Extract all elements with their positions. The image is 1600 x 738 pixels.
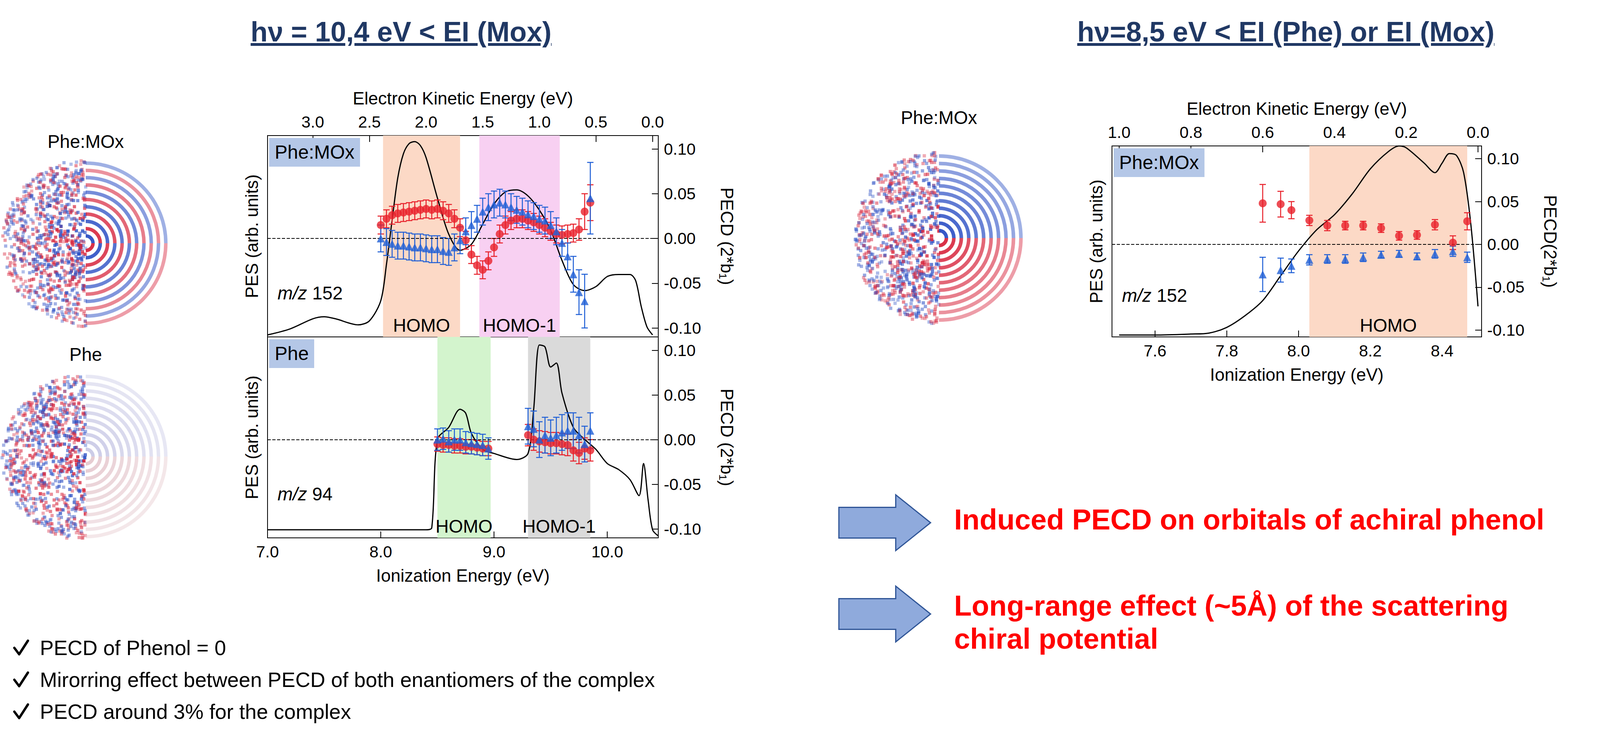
html-text:Phe: Phe xyxy=(69,344,103,365)
svg-text:0.05: 0.05 xyxy=(663,184,696,203)
svg-text:8.0: 8.0 xyxy=(369,542,393,561)
html-text:m/z 94: m/z 94 xyxy=(277,483,333,505)
svg-text:0.4: 0.4 xyxy=(1323,123,1347,142)
html-text:Phe:MOx: Phe:MOx xyxy=(47,131,124,152)
svg-text:8.2: 8.2 xyxy=(1359,341,1382,361)
svg-text:0.05: 0.05 xyxy=(663,385,696,405)
svg-text:0.00: 0.00 xyxy=(663,229,696,248)
svg-text:Electron Kinetic Energy (eV): Electron Kinetic Energy (eV) xyxy=(1186,98,1408,119)
svg-text:7.0: 7.0 xyxy=(256,542,280,561)
svg-text:0.05: 0.05 xyxy=(1487,192,1520,211)
html-text:Phe: Phe xyxy=(274,342,309,365)
svg-text:-0.05: -0.05 xyxy=(663,475,701,494)
svg-text:0.10: 0.10 xyxy=(1487,149,1520,168)
svg-text:7.8: 7.8 xyxy=(1215,341,1239,361)
svg-text:HOMO: HOMO xyxy=(1359,314,1417,336)
svg-text:9.0: 9.0 xyxy=(482,542,506,561)
html-text:Phe:MOx: Phe:MOx xyxy=(274,141,355,163)
html-text:m/z 152: m/z 152 xyxy=(1121,284,1188,306)
svg-text:0.5: 0.5 xyxy=(584,112,608,132)
svg-text:0.00: 0.00 xyxy=(1487,235,1520,254)
html-text:m/z 152: m/z 152 xyxy=(277,282,343,304)
html-text:hν = 10,4 eV < EI (Mox): hν = 10,4 eV < EI (Mox) xyxy=(250,16,552,48)
svg-text:0.10: 0.10 xyxy=(663,139,696,159)
svg-text:PECD (2*b₁): PECD (2*b₁) xyxy=(717,187,737,286)
svg-text:PES (arb. units): PES (arb. units) xyxy=(242,174,262,299)
svg-text:Ionization Energy (eV): Ionization Energy (eV) xyxy=(375,565,550,586)
svg-text:-0.10: -0.10 xyxy=(1487,320,1525,340)
svg-text:-0.10: -0.10 xyxy=(663,519,701,539)
svg-text:0.6: 0.6 xyxy=(1251,123,1275,142)
html-text:Induced PECD on orbitals of ac: Induced PECD on orbitals of achiral phen… xyxy=(954,503,1545,536)
html-text:Mirorring effect between PECD: Mirorring effect between PECD of both en… xyxy=(39,668,655,692)
svg-text:HOMO: HOMO xyxy=(393,314,451,336)
svg-text:3.0: 3.0 xyxy=(301,112,325,132)
svg-text:0.0: 0.0 xyxy=(1466,123,1490,142)
svg-text:HOMO: HOMO xyxy=(435,515,493,537)
svg-text:7.6: 7.6 xyxy=(1143,341,1167,361)
html-text:PECD of Phenol = 0: PECD of Phenol = 0 xyxy=(39,636,226,660)
svg-text:Electron Kinetic Energy (eV): Electron Kinetic Energy (eV) xyxy=(352,88,574,109)
svg-text:10.0: 10.0 xyxy=(591,542,624,561)
svg-text:PES (arb. units): PES (arb. units) xyxy=(1086,179,1107,304)
svg-text:Ionization Energy (eV): Ionization Energy (eV) xyxy=(1210,364,1384,385)
svg-text:0.0: 0.0 xyxy=(641,112,664,132)
svg-text:0.10: 0.10 xyxy=(663,341,696,360)
html-text:Phe:MOx: Phe:MOx xyxy=(900,107,978,128)
svg-text:-0.05: -0.05 xyxy=(1487,277,1525,297)
svg-text:1.5: 1.5 xyxy=(471,112,494,132)
svg-text:PECD(2*b₁): PECD(2*b₁) xyxy=(1540,194,1561,288)
svg-text:PECD (2*b₁): PECD (2*b₁) xyxy=(717,388,737,487)
html-text:PECD around 3% for the complex: PECD around 3% for the complex xyxy=(39,700,352,724)
svg-text:PES (arb. units): PES (arb. units) xyxy=(242,375,262,500)
svg-text:HOMO-1: HOMO-1 xyxy=(522,515,596,537)
svg-text:1.0: 1.0 xyxy=(1107,123,1131,142)
svg-text:0.8: 0.8 xyxy=(1179,123,1203,142)
html-text:Phe:MOx: Phe:MOx xyxy=(1119,151,1199,174)
svg-text:-0.10: -0.10 xyxy=(663,318,701,338)
svg-text:0.2: 0.2 xyxy=(1395,123,1418,142)
html-text:Long-range effect (~5Å) of the: Long-range effect (~5Å) of the scatterin… xyxy=(954,589,1509,655)
svg-text:8.4: 8.4 xyxy=(1430,341,1454,361)
html-text:hν=8,5 eV < EI (Phe) or EI (Mo: hν=8,5 eV < EI (Phe) or EI (Mox) xyxy=(1077,16,1495,48)
svg-text:2.5: 2.5 xyxy=(358,112,381,132)
svg-text:2.0: 2.0 xyxy=(414,112,438,132)
svg-text:0.00: 0.00 xyxy=(663,430,696,449)
svg-text:1.0: 1.0 xyxy=(527,112,551,132)
svg-text:HOMO-1: HOMO-1 xyxy=(482,314,557,336)
svg-text:-0.05: -0.05 xyxy=(663,273,701,293)
svg-text:8.0: 8.0 xyxy=(1287,341,1311,361)
